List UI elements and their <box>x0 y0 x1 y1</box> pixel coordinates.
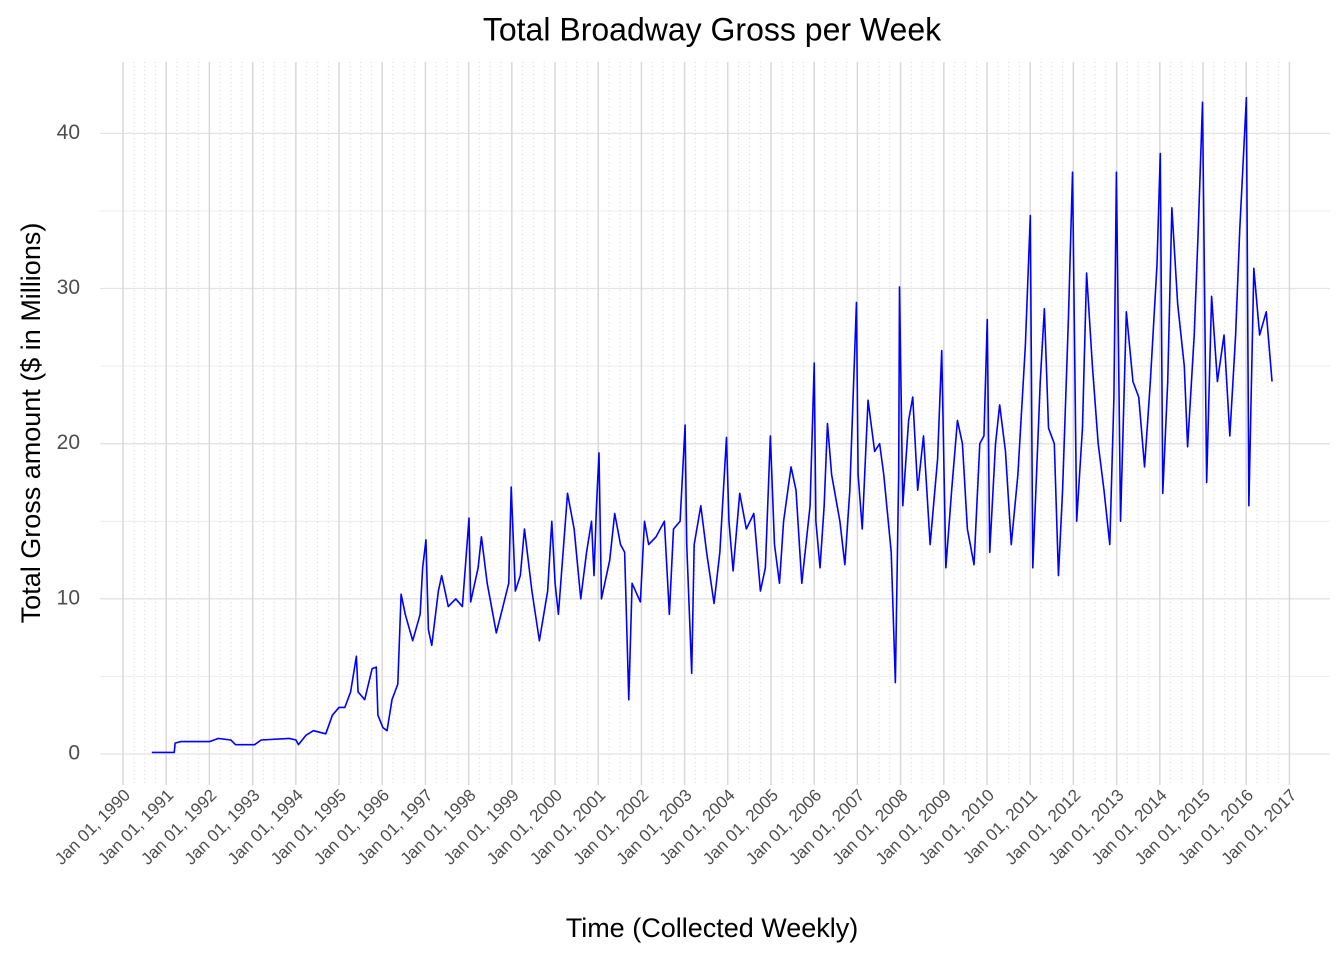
y-tick-label: 10 <box>57 586 80 609</box>
data-line <box>151 96 1273 754</box>
y-tick-label: 40 <box>57 121 80 144</box>
y-tick-label: 20 <box>57 431 80 454</box>
y-tick-label: 30 <box>57 276 80 299</box>
chart-title: Total Broadway Gross per Week <box>483 11 942 47</box>
y-tick-label: 0 <box>68 742 80 765</box>
x-axis-title: Time (Collected Weekly) <box>566 913 859 943</box>
y-axis-title: Total Gross amount ($ in Millions) <box>16 223 46 624</box>
